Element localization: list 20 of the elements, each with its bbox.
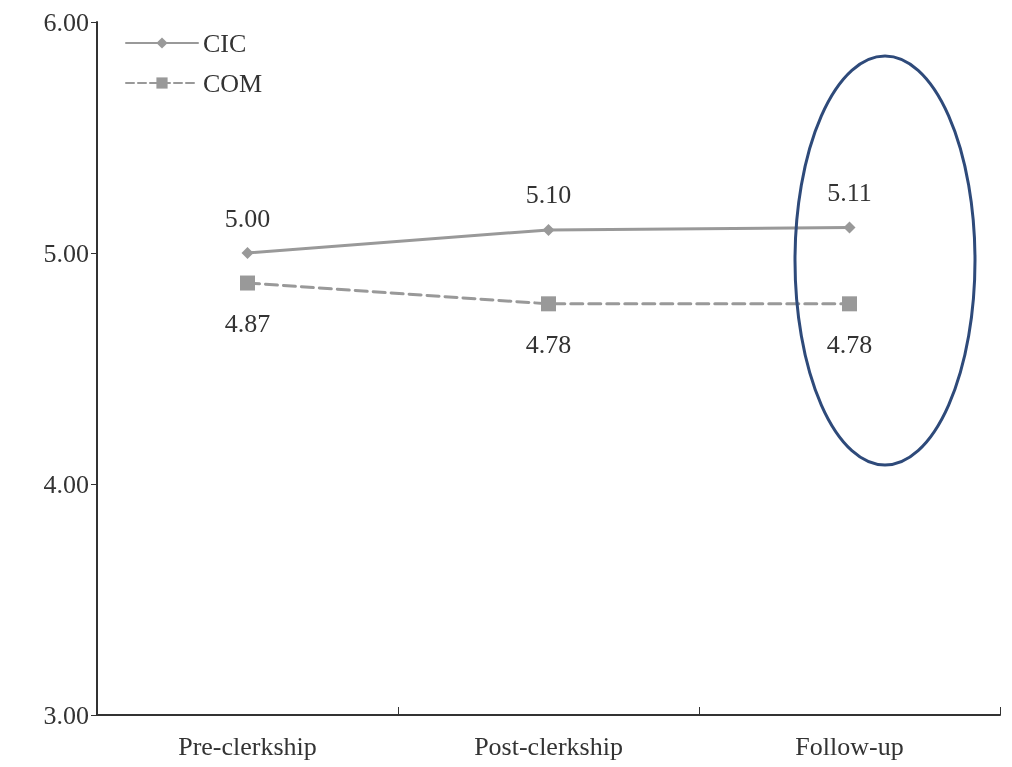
data-label: 5.00 xyxy=(224,203,271,233)
y-tick-label: 6.00 xyxy=(43,7,89,37)
point xyxy=(542,223,555,236)
data-label: 4.78 xyxy=(525,329,572,359)
point xyxy=(541,296,556,312)
x-tick-label: Pre-clerkship xyxy=(178,731,317,761)
legend-label: CIC xyxy=(203,28,247,58)
x-tick-label: Post-clerkship xyxy=(474,731,623,761)
point xyxy=(241,247,254,259)
x-tick-label: Follow-up xyxy=(795,731,904,761)
y-tick-label: 5.00 xyxy=(43,238,89,268)
data-label: 4.78 xyxy=(826,329,873,359)
data-label: 4.87 xyxy=(224,309,271,339)
point xyxy=(240,275,255,291)
data-label: 5.10 xyxy=(525,180,572,210)
data-label: 5.11 xyxy=(827,178,872,208)
legend-label: COM xyxy=(203,68,263,98)
point xyxy=(842,296,857,312)
y-tick-label: 4.00 xyxy=(43,469,89,499)
y-tick-label: 3.00 xyxy=(43,700,89,730)
